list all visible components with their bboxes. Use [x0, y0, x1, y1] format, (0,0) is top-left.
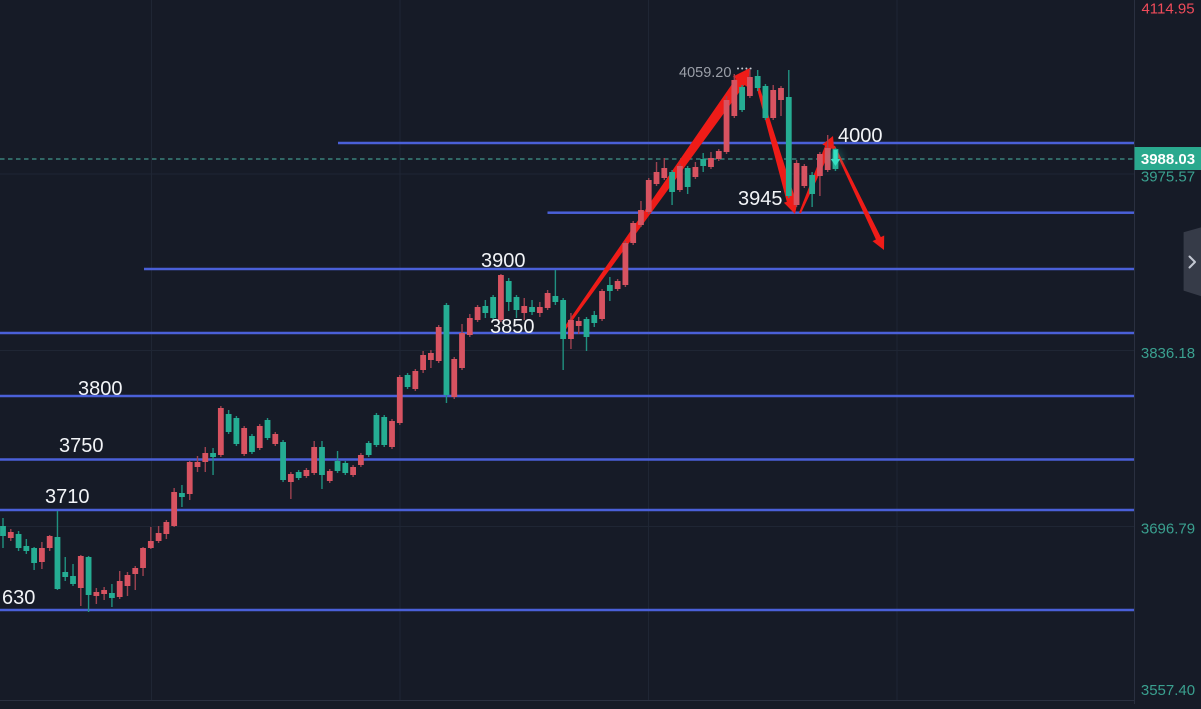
svg-text:3710: 3710: [45, 486, 90, 508]
svg-text:3750: 3750: [59, 435, 104, 457]
svg-text:3988.03: 3988.03: [1141, 151, 1195, 168]
svg-text:3696.79: 3696.79: [1141, 521, 1195, 538]
svg-text:3945: 3945: [738, 188, 783, 210]
svg-text:630: 630: [2, 587, 35, 609]
svg-text:3836.18: 3836.18: [1141, 345, 1195, 362]
svg-text:3800: 3800: [78, 378, 123, 400]
svg-text:4059.20: 4059.20: [679, 65, 731, 81]
svg-text:4000: 4000: [838, 125, 883, 147]
svg-text:3975.57: 3975.57: [1141, 169, 1195, 186]
svg-text:4114.95: 4114.95: [1141, 1, 1194, 18]
svg-text:3557.40: 3557.40: [1141, 682, 1195, 699]
svg-text:3850: 3850: [490, 316, 535, 338]
svg-text:3900: 3900: [481, 250, 526, 272]
